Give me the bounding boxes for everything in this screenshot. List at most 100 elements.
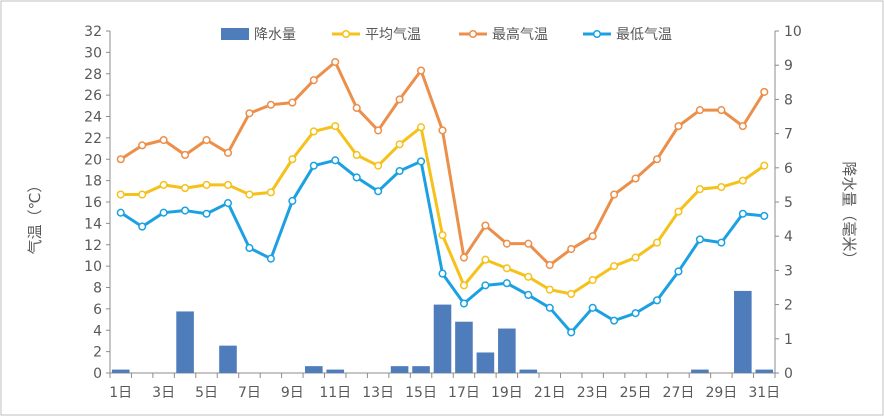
avg-temp-point [760, 161, 769, 170]
legend-label: 平均气温 [365, 27, 421, 43]
avg-temp-point [459, 281, 469, 290]
avg-temp-point [181, 184, 190, 193]
avg-temp-point [567, 289, 576, 298]
y-left-tick-label: 32 [84, 24, 102, 40]
max-temp-point [416, 66, 426, 75]
min-temp-point [438, 269, 447, 278]
y-left-tick-label: 18 [84, 174, 102, 190]
y-right-tick-label: 1 [784, 332, 793, 348]
precip-bar [433, 304, 452, 373]
max-temp-point [631, 174, 640, 183]
y-left-tick-label: 22 [84, 131, 102, 147]
legend-label: 降水量 [254, 27, 296, 43]
max-temp-point [266, 100, 275, 109]
max-temp-point [502, 239, 511, 248]
x-tick-label: 29日 [705, 385, 737, 401]
x-tick-label: 11日 [319, 385, 351, 401]
legend-label: 最低气温 [616, 27, 672, 43]
y-axis-left-label: 气温（℃） [26, 178, 44, 255]
precip-bar [176, 311, 194, 373]
min-temp-point [695, 235, 704, 244]
avg-temp-point [631, 253, 640, 262]
max-temp-point [567, 244, 576, 254]
x-tick-label: 27日 [663, 385, 695, 401]
y-left-tick-label: 30 [84, 45, 102, 61]
min-temp-point [631, 309, 640, 318]
precip-bar [455, 321, 473, 373]
y-right-tick-label: 0 [784, 366, 793, 382]
max-temp-point [459, 253, 469, 262]
x-tick-label: 7日 [238, 385, 261, 401]
max-temp-point [760, 87, 769, 96]
y-right-tick-label: 3 [784, 263, 793, 279]
max-temp-point [652, 155, 662, 164]
precip-bar [476, 352, 495, 373]
avg-temp-point [545, 285, 554, 294]
y-left-tick-label: 10 [84, 259, 102, 275]
min-temp-point [567, 328, 576, 337]
max-temp-point [138, 141, 147, 150]
min-temp-point [416, 157, 426, 166]
min-temp-point [374, 187, 383, 196]
avg-temp-point [202, 180, 211, 189]
avg-temp-point [331, 122, 340, 131]
avg-temp-point [674, 207, 683, 216]
x-tick-label: 5日 [195, 385, 218, 401]
y-left-tick-label: 28 [84, 67, 102, 83]
precip-bar [304, 366, 323, 373]
max-temp-point [481, 221, 490, 230]
y-right-tick-label: 8 [784, 92, 793, 108]
y-right-tick-label: 6 [784, 161, 793, 177]
max-temp-point [223, 148, 233, 157]
min-temp-point [588, 303, 597, 312]
precip-bar [519, 369, 538, 373]
precip-bar [390, 366, 409, 373]
y-left-tick-label: 14 [84, 216, 102, 232]
max-temp-point [438, 126, 447, 135]
avg-temp-point [524, 272, 533, 281]
x-tick-label: 23日 [577, 385, 609, 401]
max-temp-point [717, 106, 726, 115]
x-tick-label: 1日 [109, 385, 132, 401]
x-tick-label: 17日 [448, 385, 480, 401]
legend-swatch-marker [341, 29, 351, 39]
x-tick-label: 9日 [281, 385, 304, 401]
avg-temp-point [309, 127, 318, 136]
avg-temp-point [588, 275, 597, 285]
min-temp-point [395, 166, 404, 176]
legend-label: 最高气温 [492, 26, 548, 43]
min-temp-point [138, 222, 147, 231]
y-left-tick-label: 6 [93, 302, 102, 318]
min-temp-point [116, 208, 125, 217]
min-temp-point [331, 156, 340, 165]
min-temp-point [223, 199, 233, 208]
max-temp-point [524, 239, 533, 248]
y-left-tick-label: 16 [84, 195, 102, 211]
y-left-tick-label: 4 [93, 323, 102, 339]
avg-temp-point [652, 238, 662, 247]
max-temp-point [288, 98, 297, 107]
min-temp-point [266, 254, 275, 263]
y-right-tick-label: 10 [784, 24, 802, 40]
min-temp-point [288, 196, 297, 205]
avg-temp-point [416, 123, 426, 132]
avg-temp-point [266, 188, 275, 197]
max-temp-point [309, 76, 318, 85]
precip-bar [755, 369, 774, 373]
min-temp-point [481, 281, 490, 290]
max-temp-point [245, 109, 254, 118]
x-tick-label: 25日 [620, 385, 652, 401]
max-temp-point [588, 232, 597, 241]
max-temp-point [674, 122, 683, 131]
precip-bar [219, 345, 237, 373]
avg-temp-point [352, 150, 361, 160]
avg-temp-point [738, 176, 747, 185]
avg-temp-point [223, 180, 233, 189]
y-left-tick-label: 24 [84, 110, 102, 126]
avg-temp-point [610, 262, 619, 271]
min-temp-point [159, 208, 168, 217]
precip-bar [734, 290, 752, 373]
x-tick-label: 13日 [362, 385, 394, 401]
max-temp-point [202, 135, 211, 145]
